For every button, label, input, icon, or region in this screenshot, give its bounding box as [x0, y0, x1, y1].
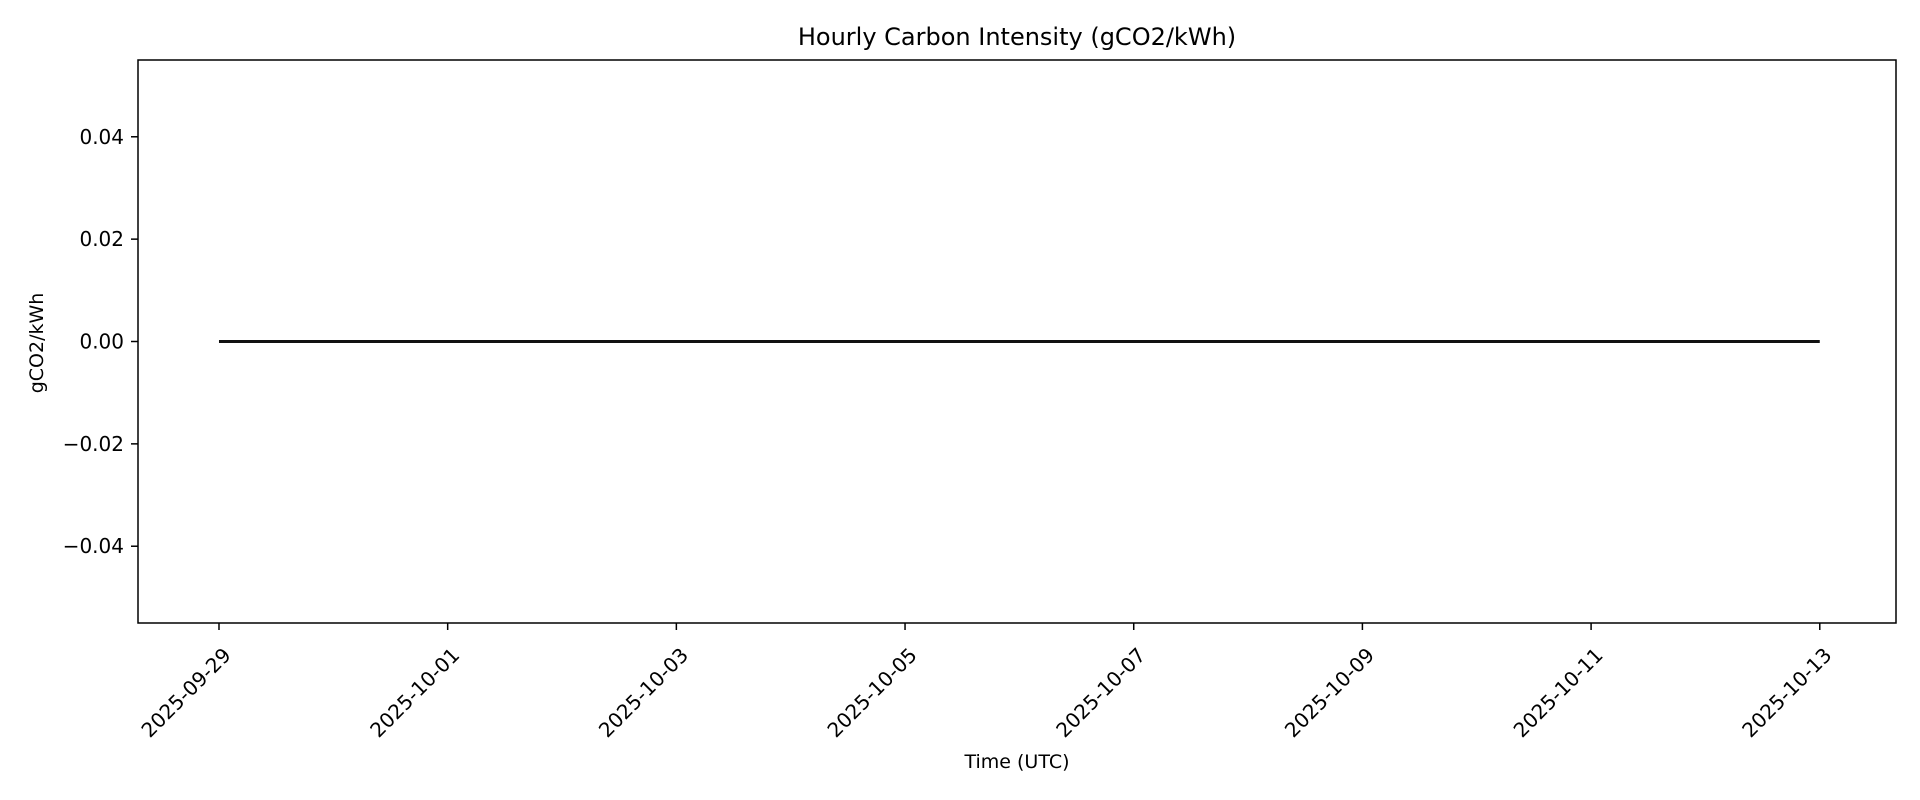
- chart-title: Hourly Carbon Intensity (gCO2/kWh): [798, 23, 1236, 51]
- y-tick-label: 0.02: [79, 227, 124, 251]
- plot-area: 0.04 0.02 0.00 −0.02 −0.04 2025-09-29 2025-10-…: [63, 59, 1897, 742]
- x-tick-label: 2025-10-07: [1051, 643, 1150, 742]
- x-tick-label: 2025-10-03: [594, 643, 693, 742]
- y-tick-label: −0.04: [63, 534, 124, 558]
- y-tick-label: 0.00: [79, 330, 124, 354]
- x-tick-label: 2025-10-05: [823, 643, 922, 742]
- y-tick-label: 0.04: [79, 125, 124, 149]
- y-tick-label: −0.02: [63, 432, 124, 456]
- x-tick-label: 2025-09-29: [136, 643, 235, 742]
- x-tick-label: 2025-10-11: [1509, 643, 1608, 742]
- x-tick-label: 2025-10-09: [1280, 643, 1379, 742]
- y-axis-label: gCO2/kWh: [26, 293, 48, 394]
- x-tick-label: 2025-10-13: [1737, 643, 1836, 742]
- x-axis-label: Time (UTC): [963, 751, 1069, 773]
- x-tick-label: 2025-10-01: [365, 643, 464, 742]
